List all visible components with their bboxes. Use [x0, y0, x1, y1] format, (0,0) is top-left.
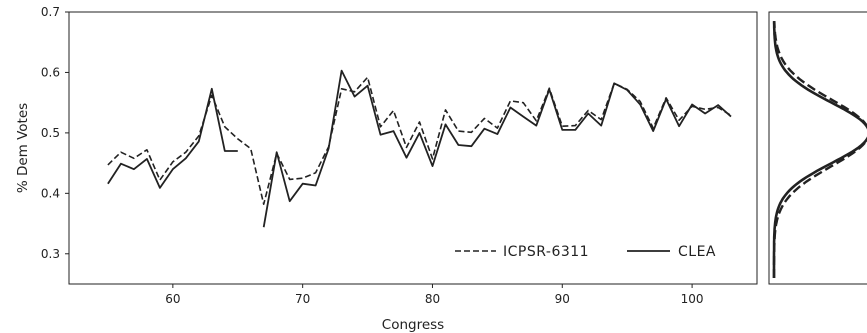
y-tick-label: 0.6 — [41, 65, 60, 79]
legend-label-icpsr-6311: ICPSR-6311 — [503, 244, 589, 260]
density-curve-icpsr-6311 — [772, 21, 867, 278]
y-tick-label: 0.3 — [41, 247, 60, 261]
legend-label-clea: CLEA — [678, 244, 716, 260]
main-plot: 60 70 80 90 100 0.3 0.4 0.5 0.6 0.7 Congress % Dem … — [15, 5, 758, 333]
x-tick-label: 70 — [295, 292, 310, 306]
y-tick-label: 0.5 — [41, 126, 60, 140]
x-tick-label: 60 — [165, 292, 180, 306]
x-tick-label: 100 — [681, 292, 704, 306]
series-line-clea — [107, 87, 238, 189]
x-tick-label: 90 — [555, 292, 570, 306]
density-curve-clea — [772, 21, 867, 278]
y-tick-label: 0.7 — [41, 5, 60, 19]
y-tick-label: 0.4 — [41, 186, 60, 200]
density-plot — [768, 11, 867, 285]
series-line-clea — [262, 69, 732, 228]
x-axis-label: Congress — [382, 317, 444, 333]
y-axis-label: % Dem Votes — [15, 103, 31, 193]
x-tick-label: 80 — [425, 292, 440, 306]
main-plot-frame — [68, 11, 758, 285]
density-plot-frame — [768, 11, 867, 285]
series-line-icpsr-6311 — [107, 76, 732, 205]
